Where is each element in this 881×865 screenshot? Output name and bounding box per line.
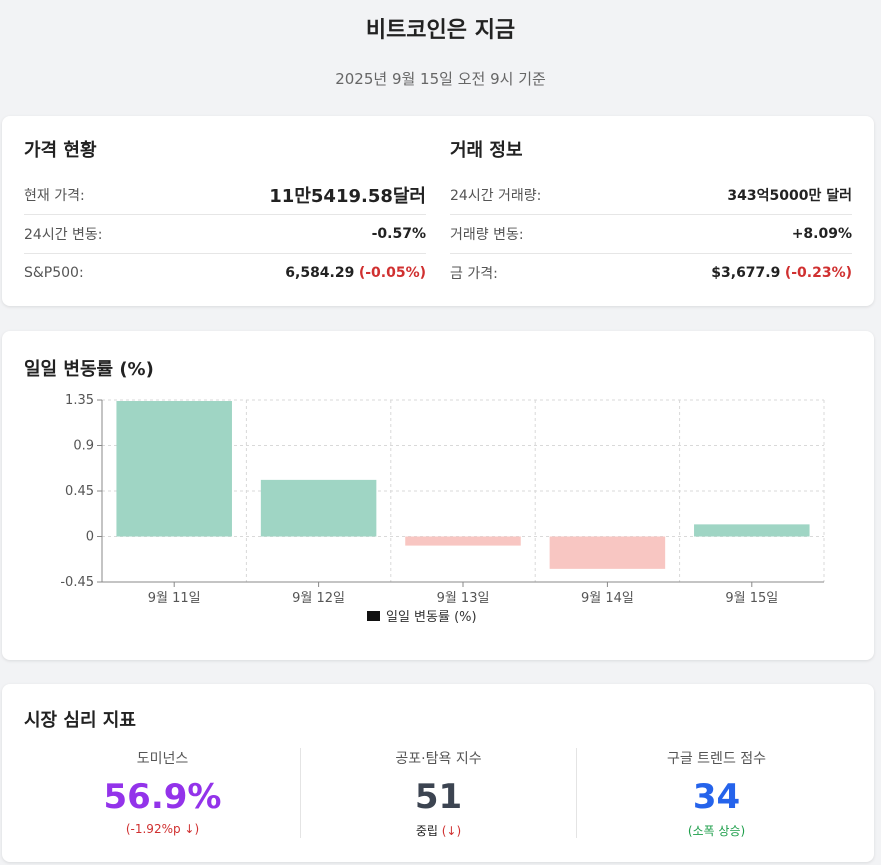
volume-row: 24시간 거래량: 343억5000만 달러	[450, 176, 852, 215]
current-price-label: 현재 가격:	[24, 188, 85, 204]
sp500-change: (-0.05%)	[358, 265, 426, 281]
y-tick-label: 0.45	[65, 484, 94, 499]
dominance-label: 도미넌스	[136, 751, 189, 767]
google-trends-change: (소폭 상승)	[687, 824, 746, 838]
metric-divider	[300, 748, 301, 838]
y-tick-label: 1.35	[65, 393, 94, 408]
legend-label: 일일 변동률 (%)	[386, 610, 477, 625]
volume-change-label: 거래량 변동:	[450, 227, 524, 243]
24h-change-value: -0.57%	[371, 226, 426, 242]
y-tick-label: 0	[86, 530, 94, 545]
sentiment-title: 시장 심리 지표	[24, 710, 136, 731]
trade-info-panel: 거래 정보 24시간 거래량: 343억5000만 달러 거래량 변동: +8.…	[450, 138, 852, 292]
chart-title: 일일 변동률 (%)	[24, 359, 154, 380]
sentiment-card: 시장 심리 지표 도미넌스 56.9% (-1.92%p ↓) 공포·탐욕 지수…	[2, 684, 874, 862]
fear-greed-trend: (↓)	[441, 824, 462, 838]
gold-price-label: 금 가격:	[450, 266, 498, 282]
page-subtitle: 2025년 9월 15일 오전 9시 기준	[335, 70, 546, 88]
price-card: 가격 현황 현재 가격: 11만5419.58달러 24시간 변동: -0.57…	[2, 116, 874, 306]
sp500-value-group: 6,584.29 (-0.05%)	[285, 265, 426, 281]
metric-divider	[576, 748, 577, 838]
x-tick-label: 9월 13일	[437, 591, 490, 606]
legend-swatch	[367, 611, 380, 621]
bar	[116, 401, 232, 537]
24h-change-label: 24시간 변동:	[24, 227, 103, 243]
gold-price-row: 금 가격: $3,677.9 (-0.23%)	[450, 254, 852, 292]
volume-change-value: +8.09%	[791, 226, 852, 242]
price-status-panel: 가격 현황 현재 가격: 11만5419.58달러 24시간 변동: -0.57…	[24, 138, 426, 292]
bar	[405, 536, 521, 546]
current-price-value: 11만5419.58달러	[269, 186, 426, 207]
sp500-value: 6,584.29	[285, 265, 355, 281]
gold-price-value-group: $3,677.9 (-0.23%)	[711, 265, 852, 281]
sp500-label: S&P500:	[24, 265, 84, 281]
x-tick-label: 9월 12일	[292, 591, 345, 606]
bar	[260, 479, 377, 537]
y-tick-label: -0.45	[60, 575, 94, 590]
gold-price-value: $3,677.9	[711, 265, 781, 281]
fear-greed-status: 중립 (↓)	[300, 822, 577, 839]
fear-greed-value: 51	[414, 777, 463, 817]
price-status-title: 가격 현황	[24, 140, 97, 161]
google-trends-metric: 구글 트렌드 점수 34 (소폭 상승)	[578, 748, 855, 839]
dominance-change: (-1.92%p ↓)	[125, 822, 200, 836]
x-tick-label: 9월 15일	[725, 591, 778, 606]
volume-value: 343억5000만 달러	[727, 188, 852, 204]
y-tick-label: 0.9	[73, 439, 94, 454]
daily-change-card: 일일 변동률 (%) 1.35 0.9 0.45 0 -0.45 9월 11일 9월 12일…	[2, 331, 874, 660]
google-trends-value: 34	[692, 777, 741, 817]
google-trends-label: 구글 트렌드 점수	[666, 751, 767, 767]
volume-change-row: 거래량 변동: +8.09%	[450, 215, 852, 254]
page-title: 비트코인은 지금	[365, 18, 516, 43]
dominance-value: 56.9%	[103, 777, 222, 817]
x-tick-label: 9월 11일	[148, 591, 201, 606]
gold-price-change: (-0.23%)	[784, 265, 852, 281]
trade-info-title: 거래 정보	[450, 140, 523, 161]
sp500-row: S&P500: 6,584.29 (-0.05%)	[24, 254, 426, 292]
fear-greed-metric: 공포·탐욕 지수 51 중립 (↓)	[300, 748, 577, 839]
x-tick-label: 9월 14일	[581, 591, 634, 606]
bar	[694, 524, 810, 537]
daily-change-chart: 1.35 0.9 0.45 0 -0.45 9월 11일 9월 12일 9월 13일 9월 14…	[60, 393, 825, 625]
24h-change-row: 24시간 변동: -0.57%	[24, 215, 426, 254]
fear-greed-level: 중립	[415, 824, 438, 838]
bar	[549, 536, 666, 569]
current-price-row: 현재 가격: 11만5419.58달러	[24, 176, 426, 215]
dominance-metric: 도미넌스 56.9% (-1.92%p ↓)	[24, 748, 301, 836]
volume-label: 24시간 거래량:	[450, 188, 542, 204]
fear-greed-label: 공포·탐욕 지수	[395, 751, 482, 767]
